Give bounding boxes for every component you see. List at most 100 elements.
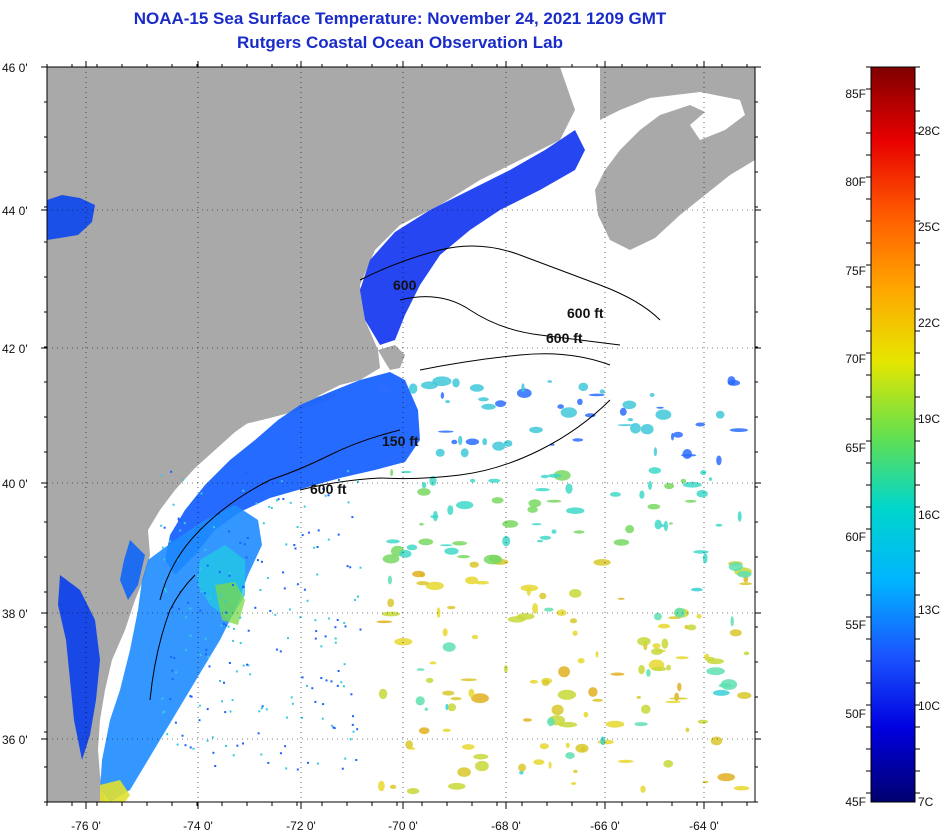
sst-speckle	[231, 699, 234, 702]
sst-speckle	[285, 767, 288, 770]
sst-patch	[630, 423, 641, 434]
sst-speckle	[332, 726, 335, 729]
sst-speckle	[282, 485, 285, 487]
sst-patch	[556, 609, 567, 616]
sst-speckle	[356, 728, 359, 731]
contour-label-600-ft-2: 600 ft	[546, 330, 583, 346]
sst-speckle	[268, 505, 271, 508]
sst-patch	[438, 430, 454, 433]
sst-speckle	[307, 761, 309, 764]
sst-speckle	[342, 685, 345, 688]
sst-speckle	[225, 745, 227, 747]
sst-speckle	[198, 704, 201, 707]
sst-patch	[539, 743, 549, 750]
sst-patch	[381, 611, 400, 617]
sst-speckle	[247, 664, 250, 667]
sst-patch	[376, 620, 393, 624]
sst-patch	[465, 576, 479, 585]
sst-patch	[737, 570, 752, 578]
sst-speckle	[206, 564, 209, 567]
land-nova-scotia	[595, 67, 755, 250]
lat-label-46: 46 0'	[2, 61, 28, 75]
sst-speckle	[179, 529, 182, 532]
sst-patch	[528, 499, 542, 508]
sst-speckle	[301, 534, 304, 537]
sst-patch	[418, 538, 434, 546]
sst-patch	[737, 692, 752, 699]
sst-speckle	[306, 599, 309, 602]
sst-speckle	[359, 628, 362, 631]
sst-patch	[682, 481, 702, 488]
sst-patch	[619, 407, 627, 416]
sst-patch	[378, 780, 385, 792]
sst-patch	[541, 679, 550, 686]
sst-patch	[583, 711, 589, 718]
sst-speckle	[260, 753, 263, 756]
sst-speckle	[349, 738, 352, 741]
sst-speckle	[334, 637, 337, 640]
sst-patch	[669, 697, 688, 700]
sst-speckle	[333, 727, 336, 730]
sst-speckle	[171, 669, 174, 672]
sst-patch	[456, 501, 474, 510]
sst-patch	[444, 547, 459, 555]
lon-label-64: -64 0'	[689, 819, 719, 832]
sst-southern-new-england	[165, 372, 420, 575]
sst-speckle	[172, 503, 175, 506]
lon-label-70: -70 0'	[388, 819, 418, 832]
sst-speckle	[211, 736, 214, 739]
sst-speckle	[208, 665, 211, 668]
sst-patch	[595, 651, 599, 658]
sst-speckle	[243, 543, 246, 546]
sst-speckle	[160, 524, 163, 527]
sst-patch	[718, 683, 733, 688]
sst-speckle	[255, 502, 258, 505]
sst-patch	[648, 467, 661, 474]
sst-patch	[457, 555, 470, 559]
sst-shelf-break-green	[215, 582, 245, 625]
sst-patch	[653, 612, 662, 621]
graticule-gridlines	[47, 67, 755, 802]
sst-patch	[429, 661, 437, 665]
sst-patch	[640, 424, 654, 435]
sst-speckle	[275, 648, 278, 651]
contour-label-600-ft-1: 600 ft	[567, 305, 604, 321]
sst-speckle	[327, 617, 330, 620]
sst-patch	[665, 700, 681, 704]
sst-patch	[743, 651, 750, 656]
sst-patch	[646, 669, 651, 677]
sst-patch	[684, 499, 697, 503]
sst-speckle	[320, 677, 323, 679]
sst-patch	[436, 607, 441, 618]
lon-label-74: -74 0'	[183, 819, 213, 832]
longitude-labels: -76 0' -74 0' -72 0' -70 0' -68 0' -66 0…	[71, 819, 719, 832]
sst-patch	[592, 698, 604, 702]
sst-patch	[605, 720, 625, 728]
sst-speckle	[343, 663, 346, 666]
sst-speckle	[283, 587, 286, 590]
sst-patch	[609, 492, 621, 497]
sst-speckle	[291, 702, 294, 705]
sst-speckle	[225, 624, 227, 627]
sst-patch	[531, 523, 542, 526]
sst-patch	[473, 753, 489, 760]
delaware-bay	[120, 540, 145, 600]
sst-speckle	[242, 489, 245, 492]
sst-patch	[617, 597, 625, 600]
sst-speckle	[322, 487, 325, 490]
sst-patch	[523, 718, 532, 722]
sst-patch	[471, 634, 479, 640]
sst-speckle	[288, 608, 291, 611]
sst-speckle	[277, 498, 280, 501]
sst-patch	[739, 582, 752, 586]
sst-patch	[674, 607, 685, 618]
sst-speckle	[160, 474, 163, 477]
sst-speckle	[200, 590, 203, 593]
sst-patch	[674, 692, 679, 702]
sst-patch	[445, 400, 451, 404]
sst-speckle	[324, 494, 327, 497]
sst-patch	[557, 689, 577, 700]
sst-patch	[588, 393, 605, 397]
sst-patch	[535, 488, 550, 492]
